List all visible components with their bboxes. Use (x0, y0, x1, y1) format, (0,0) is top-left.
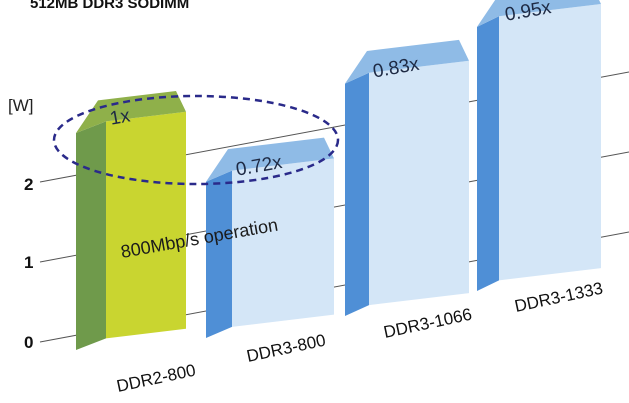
bar-side-0 (76, 121, 106, 351)
bar-front-3 (499, 4, 601, 281)
bar-side-2 (345, 72, 369, 316)
chart-title: 512MB DDR3 SODIMM (30, 0, 189, 12)
bar-0: 1x (76, 91, 186, 351)
bars: 1x0.72x0.83x0.95xDDR2-800DDR3-800DDR3-10… (76, 0, 605, 396)
y-tick-0: 0 (24, 333, 33, 352)
bar-front-1 (232, 158, 334, 327)
bar-side-3 (477, 16, 499, 291)
bar-side-1 (206, 170, 232, 338)
bar-top-3 (477, 0, 601, 27)
bar-value-label-0: 1x (108, 105, 132, 129)
bar-front-2 (369, 60, 469, 306)
x-tick-label-0: DDR2-800 (115, 361, 198, 396)
x-tick-label-2: DDR3-1066 (382, 305, 474, 342)
y-axis-label: [W] (8, 96, 34, 115)
x-tick-label-1: DDR3-800 (245, 331, 328, 366)
highlight-ellipse (52, 94, 340, 186)
y-tick-1: 1 (24, 253, 33, 272)
bar-top-1 (206, 137, 334, 182)
bar-top-0 (76, 91, 186, 133)
y-tick-2: 2 (24, 175, 33, 194)
bar-2: 0.83x (345, 39, 469, 316)
bar-3: 0.95x (477, 0, 601, 291)
bar-top-2 (345, 39, 469, 84)
bar-front-0 (106, 111, 186, 339)
x-tick-label-3: DDR3-1333 (513, 279, 605, 316)
